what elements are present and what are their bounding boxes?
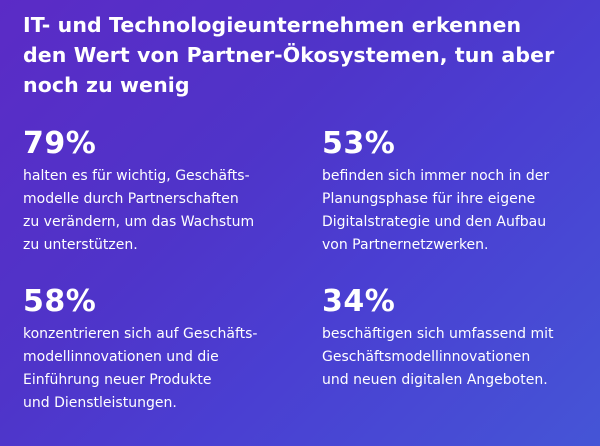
stat-description: befinden sich immer noch in der Planungs… bbox=[322, 165, 549, 257]
stat-description-line: von Partnernetzwerken. bbox=[322, 237, 489, 253]
stat-description: beschäftigen sich umfassend mit Geschäft… bbox=[322, 323, 553, 392]
headline-line: den Wert von Partner-Ökosystemen, tun ab… bbox=[23, 43, 555, 67]
stat-percentage: 79% bbox=[23, 126, 97, 161]
stat-description-line: beschäftigen sich umfassend mit bbox=[322, 326, 554, 342]
stat-description-line: befinden sich immer noch in der bbox=[322, 168, 550, 184]
stat-description: halten es für wichtig, Geschäfts- modell… bbox=[23, 165, 254, 257]
stat-description-line: halten es für wichtig, Geschäfts- bbox=[23, 168, 250, 184]
stat-block: 53% befinden sich immer noch in der Plan… bbox=[322, 127, 549, 257]
stat-description-line: modelle durch Partnerschaften bbox=[23, 191, 239, 207]
stat-description-line: zu verändern, um das Wachstum bbox=[23, 214, 255, 230]
stat-description-line: Geschäftsmodellinnovationen bbox=[322, 349, 531, 365]
stat-description: konzentrieren sich auf Geschäfts- modell… bbox=[23, 323, 257, 415]
stat-description-line: zu unterstützen. bbox=[23, 237, 138, 253]
stat-percentage: 34% bbox=[322, 284, 396, 319]
stat-block: 58% konzentrieren sich auf Geschäfts- mo… bbox=[23, 285, 257, 415]
stat-description-line: Einführung neuer Produkte bbox=[23, 372, 212, 388]
headline-line: IT- und Technologieunternehmen erkennen bbox=[23, 13, 522, 37]
stat-description-line: und neuen digitalen Angeboten. bbox=[322, 372, 548, 388]
headline: IT- und Technologieunternehmen erkennen … bbox=[23, 10, 583, 100]
stat-percentage: 58% bbox=[23, 284, 97, 319]
stat-description-line: modellinnovationen und die bbox=[23, 349, 219, 365]
stat-block: 79% halten es für wichtig, Geschäfts- mo… bbox=[23, 127, 254, 257]
stat-description-line: und Dienstleistungen. bbox=[23, 395, 177, 411]
headline-line: noch zu wenig bbox=[23, 73, 190, 97]
stat-description-line: Planungsphase für ihre eigene bbox=[322, 191, 536, 207]
stat-block: 34% beschäftigen sich umfassend mit Gesc… bbox=[322, 285, 553, 392]
stat-description-line: Digitalstrategie und den Aufbau bbox=[322, 214, 547, 230]
stat-description-line: konzentrieren sich auf Geschäfts- bbox=[23, 326, 258, 342]
stat-percentage: 53% bbox=[322, 126, 396, 161]
